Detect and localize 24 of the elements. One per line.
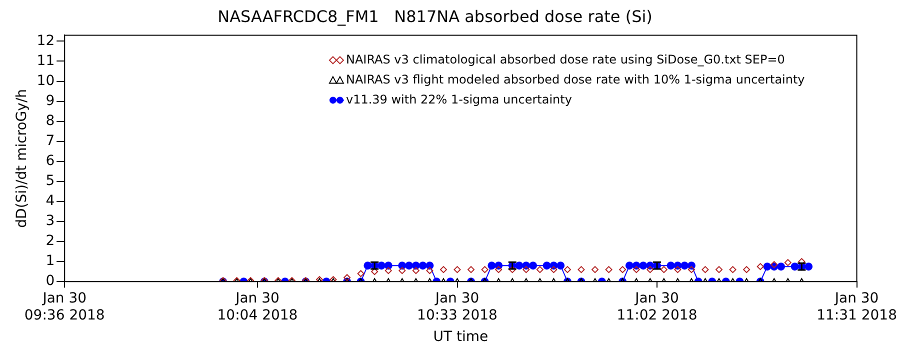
- y-tick-label: 7: [46, 133, 55, 150]
- x-tick-label: Jan 30 10:33 2018: [417, 290, 498, 324]
- y-tick-label: 5: [46, 173, 55, 190]
- x-axis-title: UT time: [433, 329, 488, 346]
- y-tick-label: 10: [36, 72, 55, 89]
- y-tick-label: 2: [46, 233, 55, 250]
- y-tick-label: 4: [46, 193, 55, 210]
- y-tick-label: 9: [46, 92, 55, 109]
- x-tick-label: Jan 30 11:31 2018: [816, 290, 898, 324]
- y-tick-label: 8: [46, 112, 55, 129]
- x-tick-label: Jan 30 10:04 2018: [217, 290, 298, 324]
- legend-label: NAIRAS v3 flight modeled absorbed dose rate with 10% 1-sigma uncertainty: [346, 72, 805, 86]
- y-axis-title: dD(Si)/dt microGy/h: [14, 88, 30, 228]
- y-tick-label: 11: [36, 52, 55, 69]
- x-tick-label: Jan 30 11:02 2018: [616, 290, 698, 324]
- y-tick-label: 0: [46, 273, 55, 290]
- y-tick-label: 12: [36, 32, 55, 49]
- y-tick-label: 3: [46, 213, 55, 230]
- y-tick-label: 1: [46, 253, 55, 270]
- legend-label: NAIRAS v3 climatological absorbed dose rate using SiDose_G0.txt SEP=0: [346, 52, 785, 66]
- legend-label: v11.39 with 22% 1-sigma uncertainty: [346, 92, 572, 106]
- y-tick-label: 6: [46, 153, 55, 170]
- chart-title: NASAAFRCDC8_FM1 N817NA absorbed dose rate (Si): [218, 6, 652, 26]
- x-tick-label: Jan 30 09:36 2018: [24, 290, 105, 324]
